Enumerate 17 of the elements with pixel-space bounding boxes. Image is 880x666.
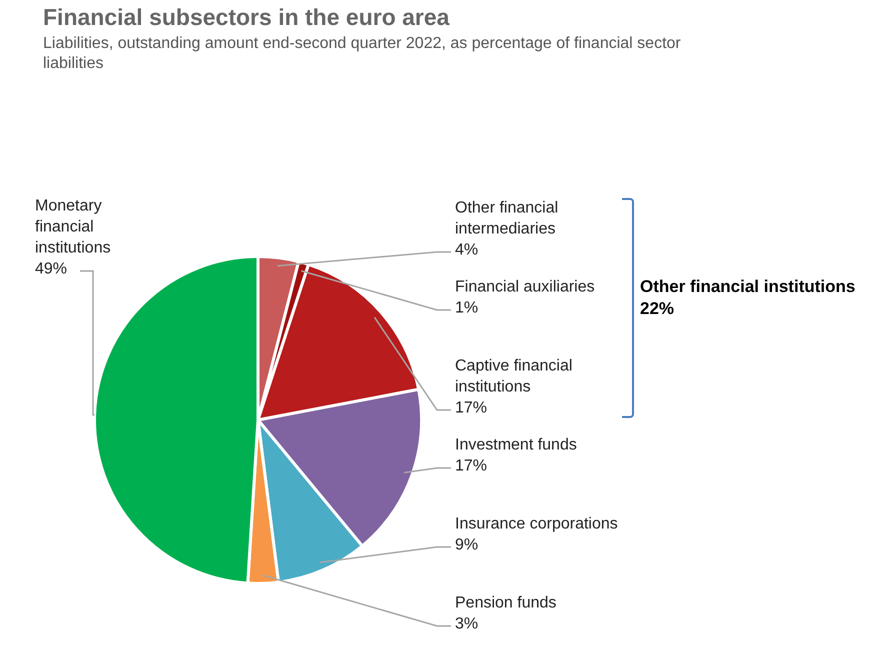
data-label: 17%	[455, 457, 488, 474]
slice-label: Monetary financial institutions	[35, 197, 111, 256]
slice-label: Insurance corporations	[455, 515, 618, 532]
data-label: 49%	[35, 260, 68, 278]
slice-label: Financial auxiliaries	[455, 278, 595, 296]
text: Other financial institutions 22%	[640, 276, 856, 320]
data-label: 17%	[455, 399, 488, 416]
chart-title: Financial subsectors in the euro area	[43, 4, 450, 31]
slice-label: Captive financial institutions	[455, 357, 572, 396]
slice-label: Investment funds	[455, 436, 577, 454]
data-label: 9%	[455, 536, 478, 554]
data-label: 3%	[455, 615, 478, 632]
data-label: 1%	[455, 299, 478, 316]
slice-label: Pension funds	[455, 594, 556, 612]
slice-label: Other financial intermediaries	[455, 199, 558, 238]
chart-subtitle: Liabilities, outstanding amount end-second quarter 2022, as percentage of financial sector liabilities	[43, 34, 682, 74]
data-label: 4%	[455, 241, 478, 258]
